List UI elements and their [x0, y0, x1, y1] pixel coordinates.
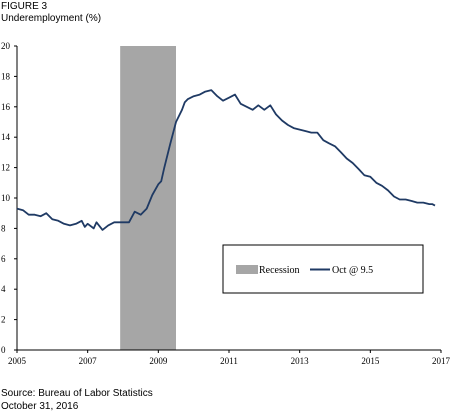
y-tick-label: 18: [1, 71, 11, 81]
legend-recession-swatch: [236, 265, 258, 274]
y-tick-label: 2: [1, 315, 6, 325]
source-note: Source: Bureau of Labor Statistics: [1, 388, 153, 399]
series-line: [16, 89, 436, 231]
x-tick-label: 2005: [8, 356, 27, 366]
x-tick-label: 2009: [149, 356, 168, 366]
x-tick-label: 2017: [432, 356, 450, 366]
chart-title: Underemployment (%): [1, 13, 102, 24]
x-tick-label: 2015: [361, 356, 380, 366]
y-tick-label: 0: [1, 345, 6, 355]
x-tick-label: 2007: [79, 356, 98, 366]
legend-recession-label: Recession: [259, 265, 300, 276]
y-tick-label: 12: [1, 163, 10, 173]
y-tick-label: 4: [1, 284, 6, 294]
y-tick-label: 6: [1, 254, 6, 264]
y-tick-label: 16: [1, 102, 11, 112]
legend-series-label: Oct @ 9.5: [332, 265, 373, 276]
y-tick-label: 8: [1, 223, 6, 233]
y-tick-label: 10: [1, 193, 11, 203]
x-tick-label: 2013: [291, 356, 310, 366]
date-note: October 31, 2016: [1, 401, 79, 412]
x-tick-label: 2011: [220, 356, 238, 366]
y-tick-label: 20: [1, 41, 11, 51]
y-tick-label: 14: [1, 132, 11, 142]
recession-band: [120, 46, 176, 350]
figure-label: FIGURE 3: [1, 1, 48, 12]
